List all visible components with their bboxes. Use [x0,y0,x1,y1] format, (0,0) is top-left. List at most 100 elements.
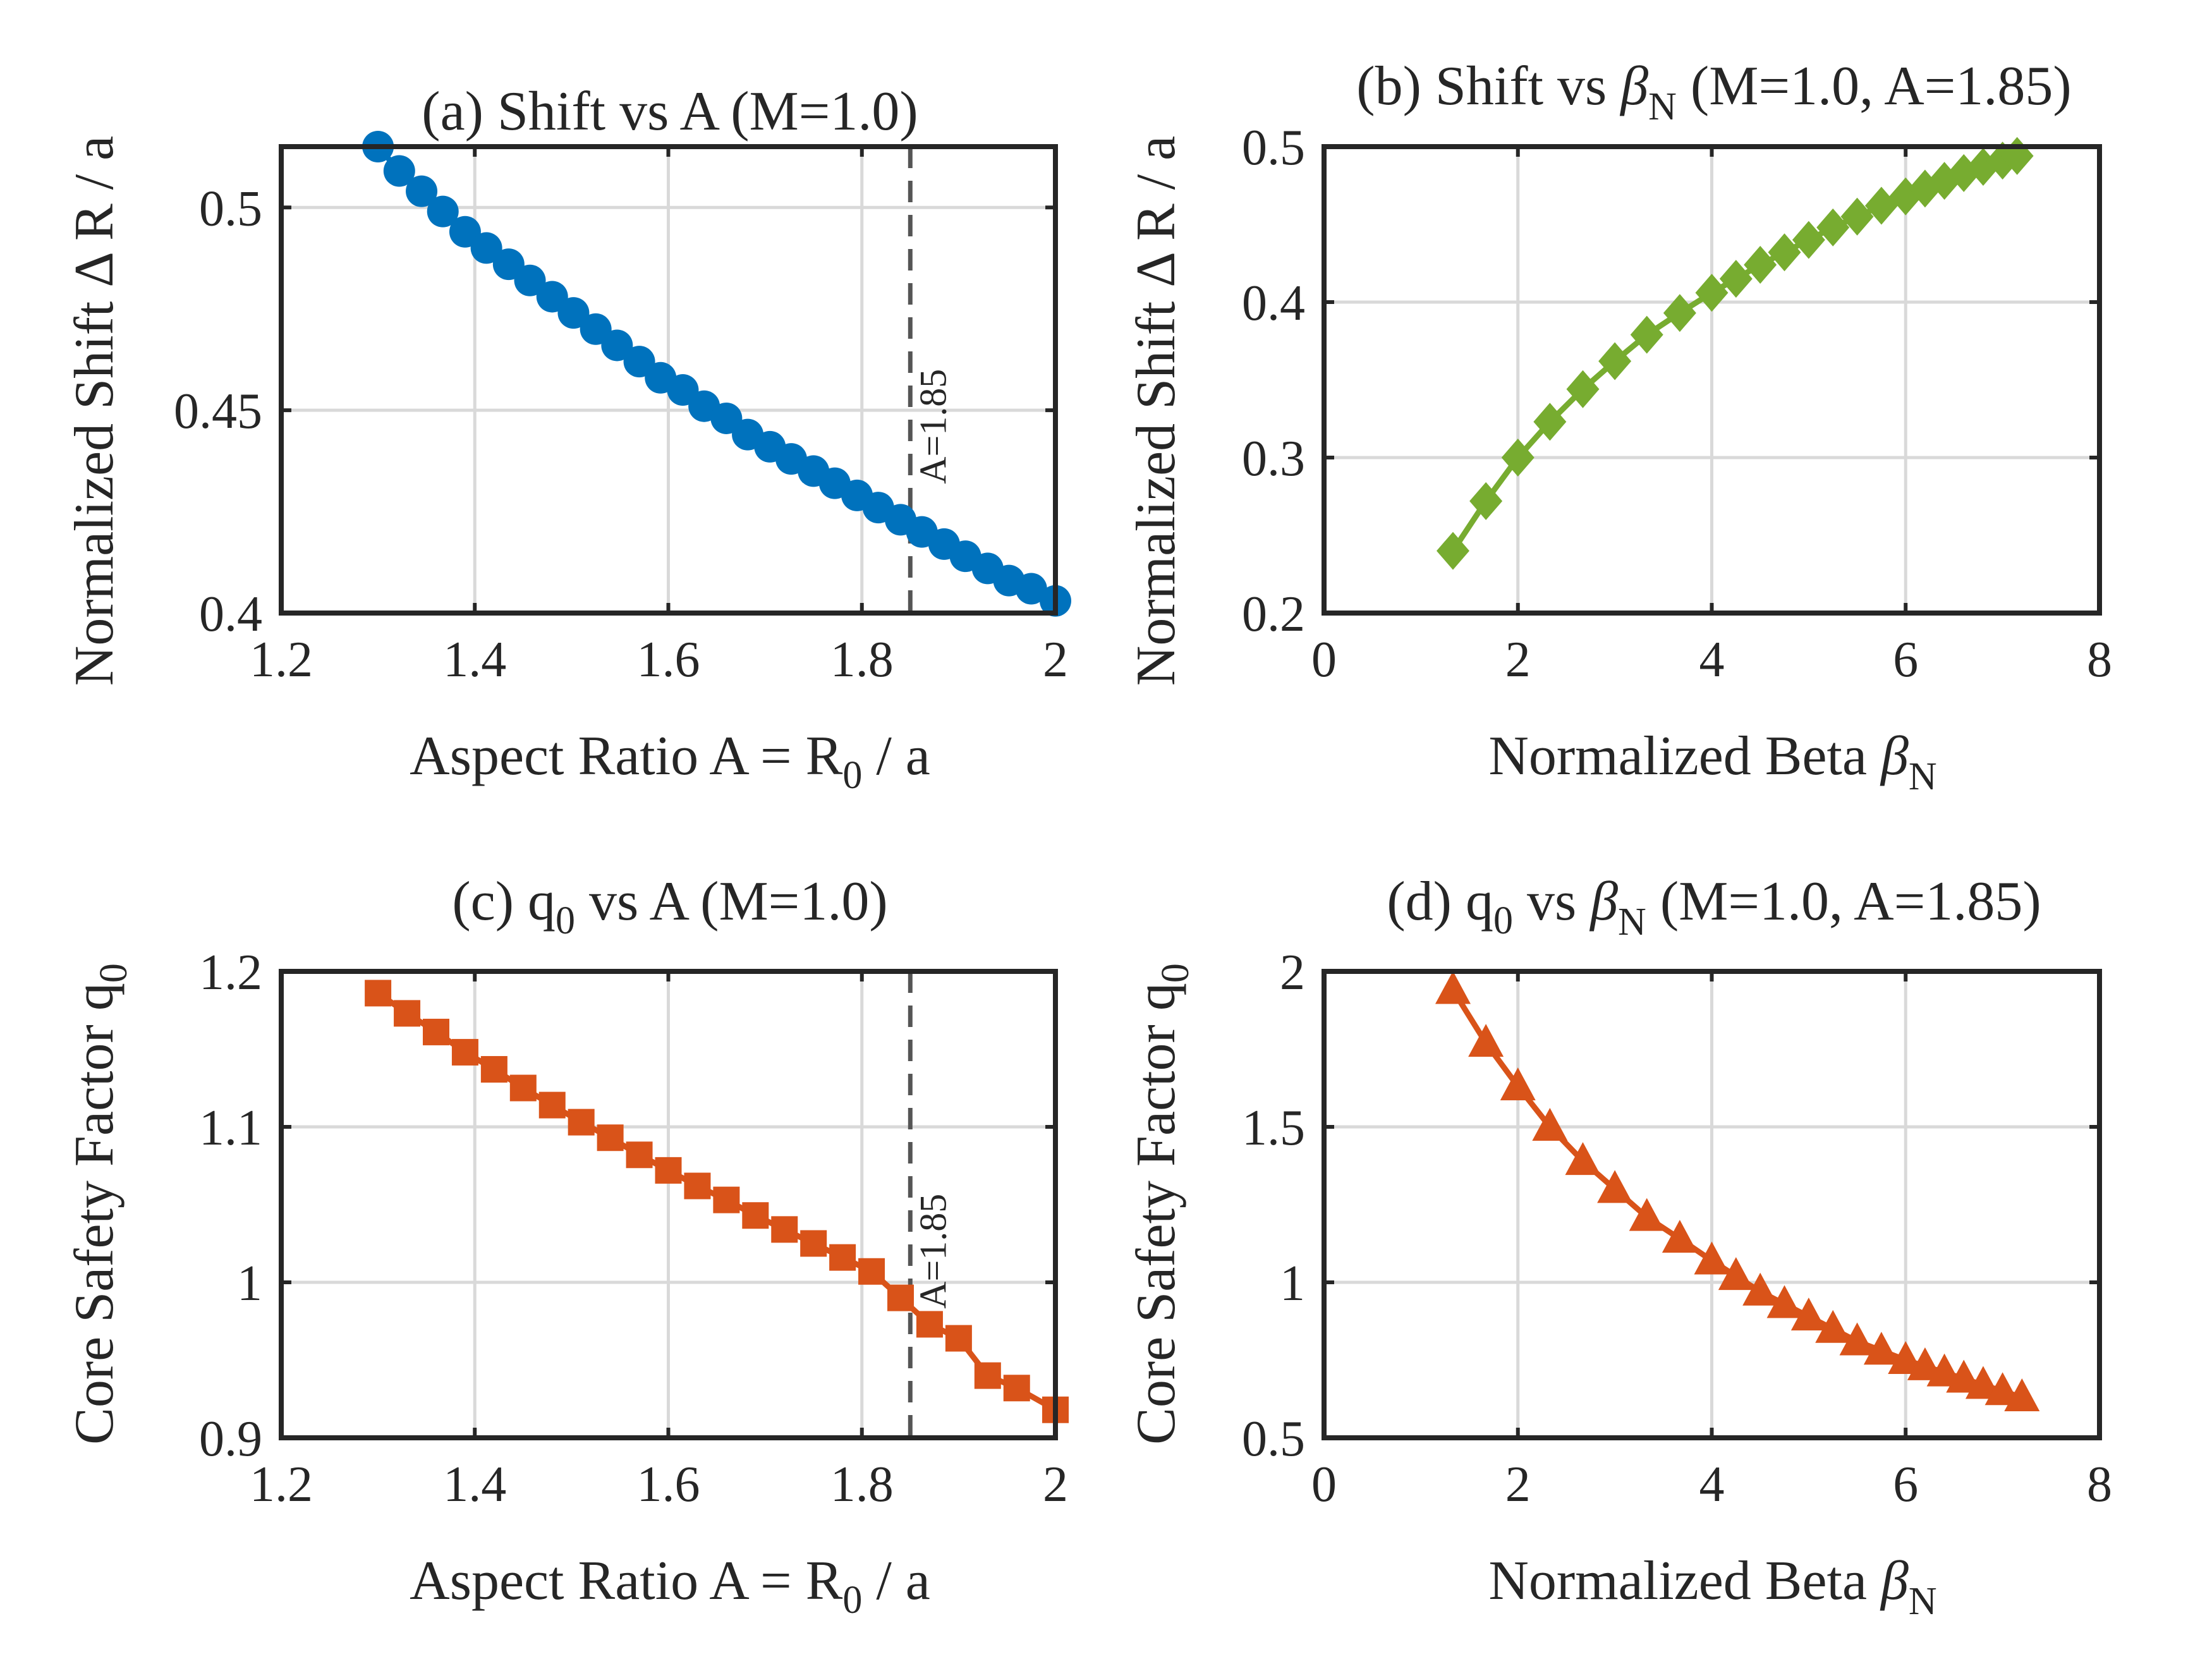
panel-d-data-point [1694,1241,1730,1275]
panel-d-xtick-label: 0 [1311,1457,1337,1512]
panel-a-data-point [427,195,459,228]
panel-b-xtick-label: 0 [1311,632,1337,688]
panel-d-data-point [1984,1372,2021,1406]
panel-a-markers [362,131,1071,617]
panel-b-xtick-label: 2 [1505,632,1531,688]
panel-d-data-point [1565,1142,1601,1176]
panel-a-ytick-label: 0.4 [199,586,262,642]
panel-c-xtick-label: 1.2 [250,1457,313,1512]
panel-d-xlabel: Normalized Beta βN [1488,1550,1936,1623]
panel-c-ytick-label: 1.2 [199,945,262,1000]
panel-d-data-point [1815,1310,1851,1343]
panel-b-xtick-label: 6 [1893,632,1918,688]
panel-c-reference-label: A=1.85 [912,1194,954,1309]
panel-d-data-point [1790,1297,1826,1331]
panel-d-ylabel: Core Safety Factor q0 [1126,963,1197,1445]
panel-b-ytick-label: 0.2 [1242,586,1305,642]
panel-d-data-point [1965,1366,2001,1399]
panel-c-data-point [771,1216,798,1243]
panel-c-ylabel: Core Safety Factor q0 [64,963,135,1445]
panel-d-data-point [1435,971,1471,1004]
panel-c-data-point [568,1109,595,1136]
panel-a-reference-label: A=1.85 [912,369,954,484]
panel-c-xtick-label: 2 [1043,1457,1068,1512]
panel-a-data-point [601,329,633,362]
panel-b-grid [1324,147,2100,613]
panel-d-data-point [1863,1332,1899,1365]
panel-c-data-point [1003,1375,1030,1402]
panel-a-xtick-label: 1.8 [830,632,894,688]
panel-c-data-point [597,1124,624,1152]
panel-b-xlabel: Normalized Beta βN [1488,726,1936,798]
panel-a-title: (a) Shift vs A (M=1.0) [422,81,918,142]
panel-c-title: (c) q0 vs A (M=1.0) [452,871,887,942]
panel-c-ticks: 1.2 1.4 1.6 1.8 2 0.9 1 1.1 1.2 [199,945,1068,1512]
panel-c-data-point [800,1230,827,1257]
panel-b-title: (b) Shift vs βN (M=1.0, A=1.85) [1356,56,2071,128]
panel-d-title: (d) q0 vs βN (M=1.0, A=1.85) [1387,871,2041,944]
panel-a-grid [281,147,1055,613]
panel-c-data-point [974,1362,1001,1389]
panel-c-data-point [684,1172,711,1200]
panel-d-data-point [1662,1220,1698,1253]
panel-c-data-point [713,1186,740,1213]
panel-c-data-point [916,1311,943,1338]
panel-c: A=1.85 1.2 1.4 1.6 1.8 2 0.9 1 1.1 1.2 (c) q0 vs… [64,871,1069,1622]
panel-d-xtick-label: 4 [1699,1457,1725,1512]
panel-d-xtick-label: 2 [1505,1457,1531,1512]
panel-c-data-point [509,1074,537,1102]
panel-d-data-point [1888,1341,1924,1374]
panel-c-data-point [887,1284,914,1311]
panel-c-xtick-label: 1.4 [443,1457,506,1512]
panel-a-xtick-label: 1.2 [250,632,313,688]
panel-b-data-point [1816,208,1850,246]
panel-b-ytick-label: 0.5 [1242,120,1305,176]
panel-d-ticks: 0 2 4 6 8 0.5 1 1.5 2 [1242,945,2112,1512]
panel-d-data-point [1839,1322,1875,1356]
panel-c-ytick-label: 1.1 [199,1100,262,1156]
panel-b-xtick-label: 4 [1699,632,1725,688]
panel-b-xtick-label: 8 [2087,632,2112,688]
panel-a-xtick-label: 1.4 [443,632,506,688]
panel-a-ytick-label: 0.45 [174,384,262,439]
panel-a-data-point [557,297,590,329]
panel-a-data-point [470,232,502,264]
panel-d-ytick-label: 0.5 [1242,1411,1305,1467]
panel-c-data-point [626,1141,653,1169]
panel-b-ytick-label: 0.4 [1242,276,1305,331]
panel-c-data-point [655,1157,682,1184]
panel-c-data-point [451,1038,478,1066]
panel-b-ticks: 0 2 4 6 8 0.2 0.3 0.4 0.5 [1242,120,2112,688]
panel-b-markers [1436,137,2034,570]
panel-b-data-point [1966,147,2000,186]
panel-d-xtick-label: 8 [2087,1457,2112,1512]
panel-d: 0 2 4 6 8 0.5 1 1.5 2 (d) q0 vs βN (M=1.0, A=1.8… [1126,871,2112,1623]
panel-c-data-point [829,1244,856,1271]
panel-c-data-point [945,1325,972,1352]
panel-b-data-point [1566,370,1600,408]
panel-b-data-point [1768,233,1801,272]
panel-b-data-point [1663,294,1696,332]
panel-c-data-point [394,1000,421,1027]
panel-b-ylabel: Normalized Shift Δ R / a [1126,136,1187,686]
panel-c-xtick-label: 1.6 [637,1457,700,1512]
panel-b: 0 2 4 6 8 0.2 0.3 0.4 0.5 (b) Shift vs βN (M=1.0… [1126,56,2112,798]
panel-a-data-point [514,264,546,296]
panel-b-data-point [1695,274,1729,312]
panel-d-data-point [1946,1359,1982,1393]
panel-d-data-point [1742,1272,1778,1306]
panel-d-data-point [1629,1198,1665,1231]
panel-c-markers [365,980,1069,1423]
panel-c-data-point [538,1091,566,1119]
panel-b-data-point [1744,245,1777,284]
panel-c-data-point [365,980,392,1007]
panel-d-data-point [1926,1353,1962,1387]
panel-b-ytick-label: 0.3 [1242,431,1305,487]
panel-d-data-point [1766,1285,1802,1318]
panel-d-data-point [1468,1024,1504,1057]
panel-a-data-point [406,175,438,207]
panel-a-ytick-label: 0.5 [199,181,262,236]
panel-d-ytick-label: 1.5 [1242,1100,1305,1156]
panel-d-grid [1324,971,2100,1438]
